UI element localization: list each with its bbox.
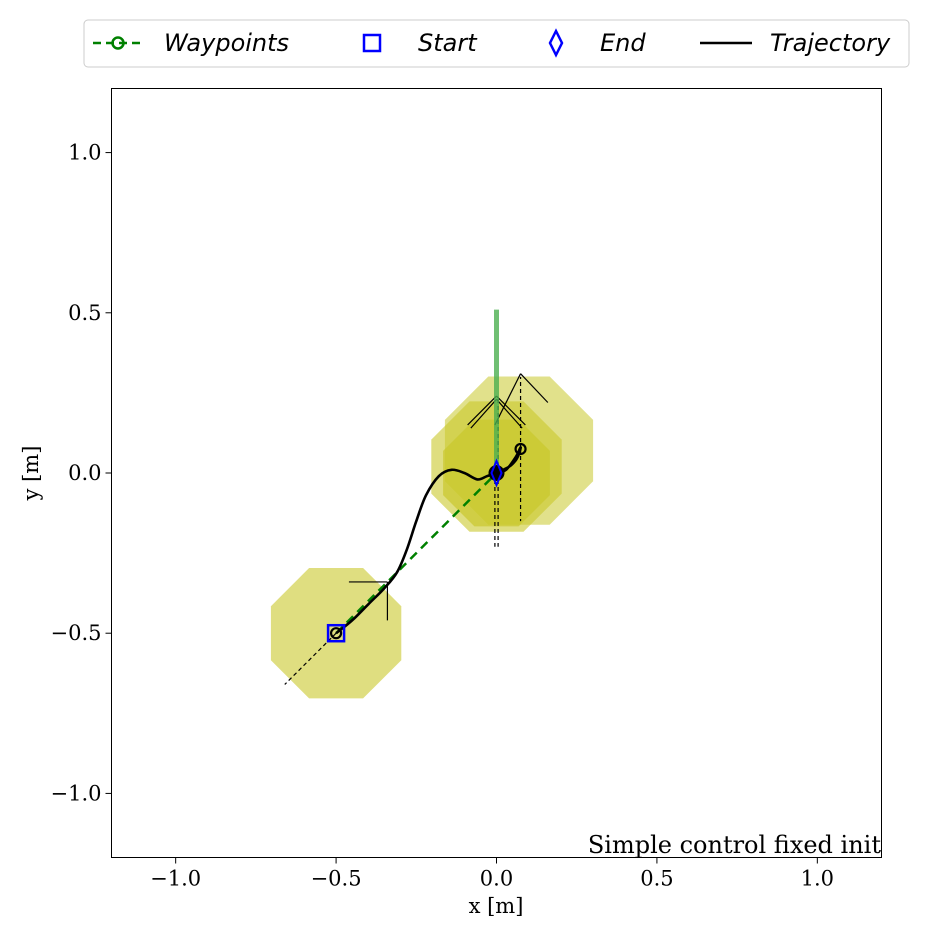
orientation-line-3 bbox=[496, 395, 526, 426]
ring-marker-0 bbox=[514, 442, 527, 456]
y-tick-label-2: 0.0 bbox=[68, 461, 101, 485]
ring-marker-1 bbox=[329, 627, 343, 640]
x-tick-label-0: −1.0 bbox=[150, 867, 201, 891]
waypoints-line bbox=[335, 472, 498, 635]
y-tick-label-4: 1.0 bbox=[68, 141, 101, 165]
orientation-line-6 bbox=[494, 373, 522, 426]
heading-dash-0 bbox=[284, 632, 337, 685]
y-tick-label-1: −0.5 bbox=[51, 621, 102, 645]
axes-ticks: −1.0 −0.5 0.0 0.5 1.0 −1.0 −0.5 0.0 0.5 1.0 bbox=[51, 141, 835, 891]
plot-content bbox=[270, 309, 594, 699]
orientation-line-5 bbox=[496, 398, 523, 429]
orientation-line-7 bbox=[520, 373, 549, 403]
legend-start-label: Start bbox=[418, 29, 478, 57]
legend-frame bbox=[83, 19, 910, 68]
orientation-line-2 bbox=[467, 395, 497, 426]
x-tick-label-4: 1.0 bbox=[801, 867, 834, 891]
x-axis-label: x [m] bbox=[469, 894, 524, 918]
legend-start-square-icon bbox=[362, 33, 382, 53]
orientation-line-4 bbox=[470, 398, 497, 429]
chart-annotation: Simple control fixed init bbox=[588, 831, 882, 859]
start-marker bbox=[326, 623, 346, 643]
end-marker bbox=[490, 458, 503, 488]
x-tick-label-3: 0.5 bbox=[640, 867, 673, 891]
legend-trajectory-label: Trajectory bbox=[770, 29, 891, 57]
x-tick-label-2: 0.0 bbox=[480, 867, 513, 891]
y-tick-label-3: 0.5 bbox=[68, 301, 101, 325]
legend: Waypoints Start End Trajectory bbox=[83, 19, 910, 68]
legend-end-label: End bbox=[600, 29, 646, 57]
legend-waypoints-label: Waypoints bbox=[164, 29, 289, 57]
legend-waypoints-circle-icon bbox=[111, 36, 125, 50]
trajectory-line bbox=[335, 446, 523, 635]
y-axis-label: y [m] bbox=[19, 446, 43, 502]
legend-end-diamond-icon bbox=[548, 28, 564, 58]
y-tick-label-0: −1.0 bbox=[51, 781, 102, 805]
x-tick-label-1: −0.5 bbox=[311, 867, 362, 891]
